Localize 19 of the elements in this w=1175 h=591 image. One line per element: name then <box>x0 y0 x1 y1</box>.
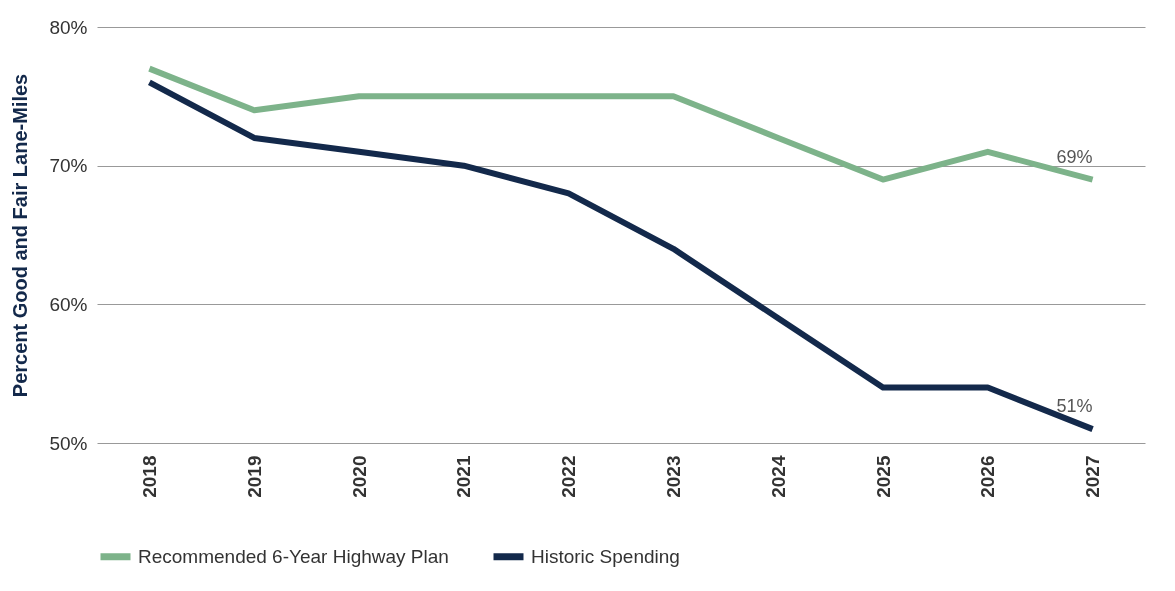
x-tick-label: 2024 <box>767 455 789 498</box>
data-label: 51% <box>1056 396 1093 417</box>
x-tick-label: 2021 <box>453 455 475 498</box>
x-tick-label: 2026 <box>977 455 999 498</box>
x-tick-label: 2019 <box>243 455 265 498</box>
x-tick-label: 2023 <box>662 455 684 498</box>
x-tick-label: 2022 <box>558 455 580 498</box>
y-tick-label: 70% <box>49 155 88 177</box>
y-tick-label: 80% <box>49 16 88 38</box>
legend-label: Recommended 6-Year Highway Plan <box>138 545 449 567</box>
x-tick-label: 2027 <box>1082 455 1104 498</box>
x-tick-label: 2025 <box>872 455 894 498</box>
x-tick-label: 2020 <box>348 455 370 498</box>
y-axis-title: Percent Good and Fair Lane-Miles <box>9 73 32 398</box>
x-tick-label: 2018 <box>138 455 160 498</box>
data-label: 69% <box>1056 146 1093 167</box>
y-tick-label: 50% <box>49 432 88 454</box>
legend-label: Historic Spending <box>531 545 680 567</box>
y-tick-label: 60% <box>49 293 88 315</box>
